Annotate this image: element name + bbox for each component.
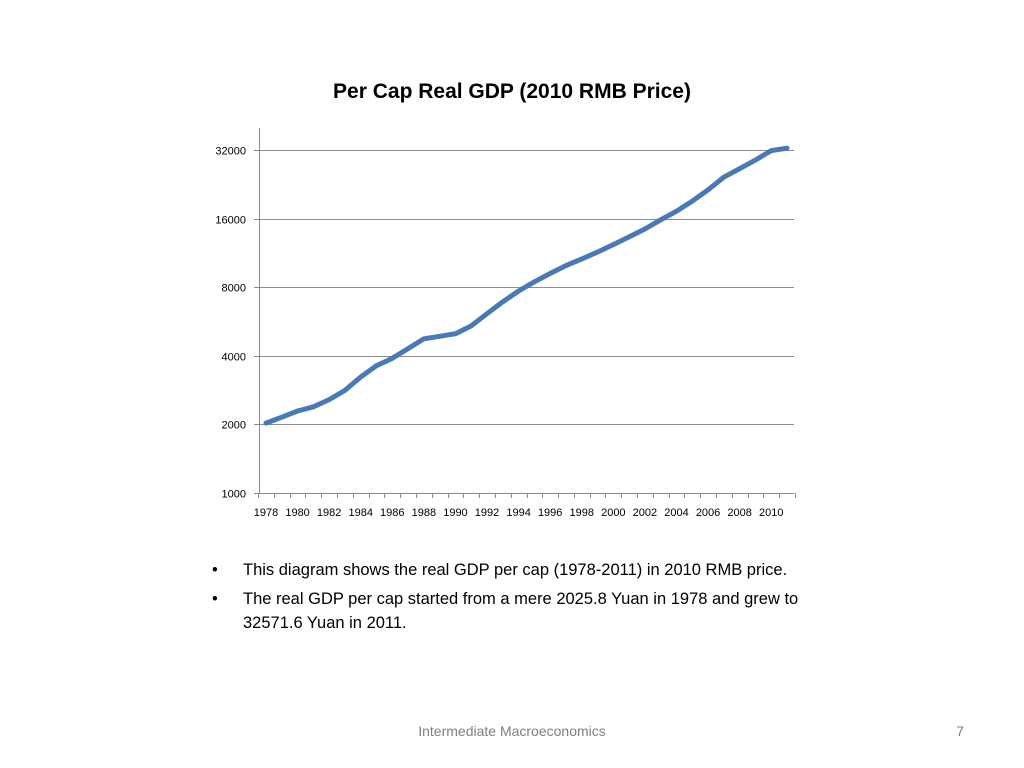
x-tick-label: 1978 <box>254 507 278 519</box>
y-tick-label: 32000 <box>215 146 246 158</box>
x-tick-label: 2000 <box>601 507 625 519</box>
x-tick-label: 1996 <box>538 507 562 519</box>
x-tick-label: 1992 <box>475 507 499 519</box>
x-tick-label: 2008 <box>727 507 751 519</box>
x-tick-label: 1998 <box>570 507 594 519</box>
x-tick-label: 1986 <box>380 507 404 519</box>
bullet-item: • This diagram shows the real GDP per ca… <box>210 558 800 582</box>
y-tick-label: 16000 <box>215 215 246 227</box>
bullet-list: • This diagram shows the real GDP per ca… <box>210 558 800 640</box>
chart-title: Per Cap Real GDP (2010 RMB Price) <box>333 80 691 103</box>
x-tick-label: 2006 <box>696 507 720 519</box>
x-tick-label: 1982 <box>317 507 341 519</box>
x-tick-label: 1984 <box>348 507 372 519</box>
y-tick-label: 2000 <box>222 420 246 432</box>
x-tick-label: 2004 <box>664 507 688 519</box>
x-tick-label: 1980 <box>285 507 309 519</box>
footer-course-name: Intermediate Macroeconomics <box>418 723 606 739</box>
bullet-dot: • <box>212 590 218 608</box>
x-tick-label: 2010 <box>759 507 783 519</box>
bullet-text: The real GDP per cap started from a mere… <box>243 590 799 632</box>
footer-page-number: 7 <box>956 723 964 739</box>
x-tick-label: 1988 <box>412 507 436 519</box>
y-tick-label: 8000 <box>222 283 246 295</box>
bullet-item: • The real GDP per cap started from a me… <box>210 587 800 635</box>
y-tick-label: 1000 <box>222 489 246 501</box>
y-tick-label: 4000 <box>222 352 246 364</box>
x-tick-label: 1990 <box>443 507 467 519</box>
bullet-text: This diagram shows the real GDP per cap … <box>243 561 788 579</box>
bullet-dot: • <box>212 561 218 579</box>
x-tick-label: 2002 <box>633 507 657 519</box>
x-tick-label: 1994 <box>506 507 530 519</box>
series-line <box>263 145 790 426</box>
